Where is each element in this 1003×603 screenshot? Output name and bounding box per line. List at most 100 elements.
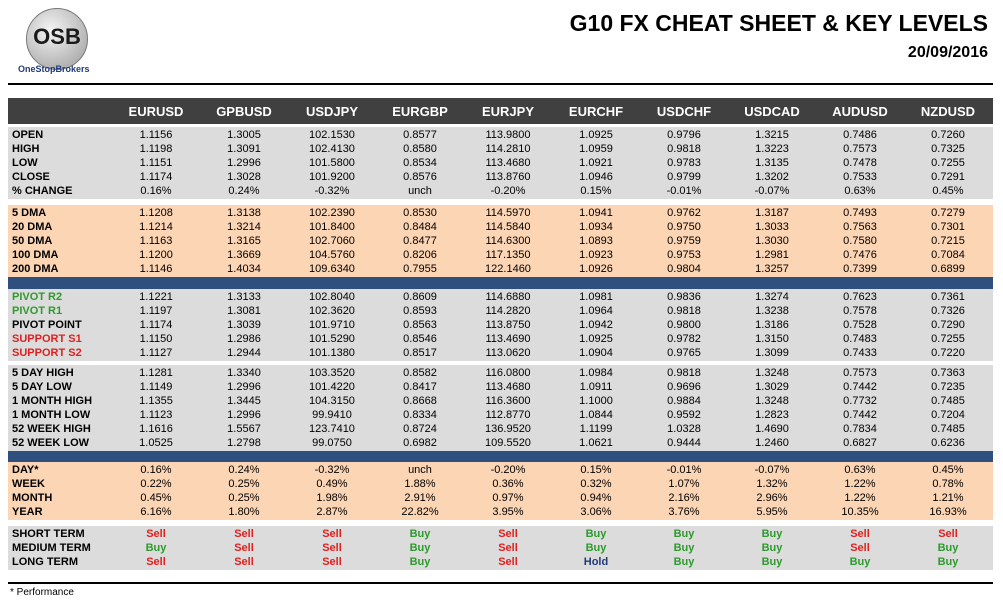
value-cell: 10.35% — [841, 506, 879, 518]
value-cell: 2.96% — [756, 492, 788, 504]
value-cell: 1.0921 — [579, 157, 613, 169]
value-cell: 0.6982 — [403, 437, 437, 449]
value-cell: 0.7732 — [843, 395, 877, 407]
value-cell: 1.0941 — [579, 207, 613, 219]
value-cell: 0.16% — [140, 464, 172, 476]
value-cell: 0.7255 — [931, 157, 965, 169]
value-cell: 1.1281 — [139, 367, 173, 379]
value-cell: 113.4680 — [485, 157, 531, 169]
value-cell: -0.01% — [666, 185, 702, 197]
value-cell: 114.2820 — [485, 305, 531, 317]
value-cell: 1.0925 — [579, 129, 613, 141]
value-cell: 3.06% — [580, 506, 612, 518]
value-cell: 1.0959 — [579, 143, 613, 155]
value-cell: 0.8530 — [403, 207, 437, 219]
value-cell: 0.7580 — [843, 235, 877, 247]
value-cell: 1.1198 — [139, 143, 173, 155]
value-cell: 0.63% — [844, 464, 876, 476]
value-cell: 1.3274 — [755, 291, 789, 303]
logo-text: OSB — [33, 24, 81, 49]
value-cell: 1.3238 — [755, 305, 789, 317]
value-cell: 0.7084 — [931, 249, 965, 261]
value-cell: 112.8770 — [485, 409, 531, 421]
value-cell: 1.2460 — [755, 437, 789, 449]
value-cell: 0.8334 — [403, 409, 437, 421]
divider-band — [8, 451, 993, 462]
row-label: MONTH — [12, 492, 53, 504]
value-cell: 0.94% — [580, 492, 612, 504]
value-cell: 0.9800 — [667, 319, 701, 331]
value-cell: 101.8400 — [309, 221, 355, 233]
value-cell: 0.8546 — [403, 333, 437, 345]
value-cell: 0.7528 — [843, 319, 877, 331]
date: 20/09/2016 — [907, 44, 988, 61]
value-cell: 1.1174 — [139, 319, 173, 331]
value-cell: 1.3138 — [227, 207, 261, 219]
value-cell: 0.8206 — [403, 249, 437, 261]
row-label: DAY* — [12, 464, 39, 476]
value-cell: 1.0934 — [579, 221, 613, 233]
value-cell: 1.1150 — [139, 333, 173, 345]
value-cell: 0.25% — [228, 478, 260, 490]
row-label: HIGH — [12, 143, 40, 155]
value-cell: 0.9765 — [667, 347, 701, 359]
value-cell: 1.1174 — [139, 171, 173, 183]
row-label: SHORT TERM — [12, 528, 85, 540]
value-cell: 1.3005 — [227, 129, 261, 141]
value-cell: 0.7573 — [843, 143, 877, 155]
value-cell: 1.1616 — [139, 423, 173, 435]
section-background — [8, 462, 993, 520]
value-cell: 0.8724 — [403, 423, 437, 435]
value-cell: 0.97% — [492, 492, 524, 504]
value-cell: 1.1000 — [579, 395, 613, 407]
value-cell: 1.3165 — [227, 235, 261, 247]
section-background — [8, 365, 993, 451]
value-cell: 0.7563 — [843, 221, 877, 233]
value-cell: 0.9696 — [667, 381, 701, 393]
signal-cell: Buy — [409, 542, 431, 554]
row-label: PIVOT R1 — [12, 305, 63, 317]
value-cell: 101.5800 — [309, 157, 355, 169]
value-cell: 104.5760 — [309, 249, 355, 261]
value-cell: 0.9750 — [667, 221, 701, 233]
value-cell: 0.25% — [228, 492, 260, 504]
value-cell: -0.01% — [666, 464, 702, 476]
value-cell: 102.7060 — [309, 235, 355, 247]
value-cell: 0.7485 — [931, 395, 965, 407]
signal-cell: Buy — [937, 556, 959, 568]
value-cell: 0.9592 — [667, 409, 701, 421]
value-cell: 0.7442 — [843, 381, 877, 393]
value-cell: 114.5970 — [485, 207, 531, 219]
value-cell: 101.1380 — [309, 347, 355, 359]
value-cell: 0.22% — [140, 478, 172, 490]
value-cell: 1.3340 — [227, 367, 261, 379]
row-label: 200 DMA — [12, 263, 59, 275]
value-cell: 0.7485 — [931, 423, 965, 435]
signal-cell: Buy — [409, 556, 431, 568]
value-cell: 0.7433 — [843, 347, 877, 359]
value-cell: 0.7301 — [931, 221, 965, 233]
row-label: LOW — [12, 157, 38, 169]
value-cell: 1.4690 — [755, 423, 789, 435]
value-cell: 0.9782 — [667, 333, 701, 345]
value-cell: 0.7325 — [931, 143, 965, 155]
value-cell: 0.7260 — [931, 129, 965, 141]
row-label: PIVOT POINT — [12, 319, 82, 331]
signal-cell: Buy — [409, 528, 431, 540]
divider-band — [8, 277, 993, 289]
value-cell: 3.76% — [668, 506, 700, 518]
value-cell: 102.8040 — [309, 291, 355, 303]
value-cell: 102.4130 — [309, 143, 355, 155]
value-cell: 0.9818 — [667, 305, 701, 317]
value-cell: 1.0923 — [579, 249, 613, 261]
signal-cell: Sell — [850, 542, 870, 554]
value-cell: 22.82% — [401, 506, 439, 518]
column-header: GPBUSD — [216, 104, 272, 119]
column-header: EURJPY — [481, 104, 535, 119]
row-label: % CHANGE — [12, 185, 73, 197]
value-cell: 1.3029 — [755, 381, 789, 393]
signal-cell: Sell — [234, 556, 254, 568]
row-label: 1 MONTH HIGH — [12, 395, 93, 407]
value-cell: 3.95% — [492, 506, 524, 518]
value-cell: 1.80% — [228, 506, 260, 518]
